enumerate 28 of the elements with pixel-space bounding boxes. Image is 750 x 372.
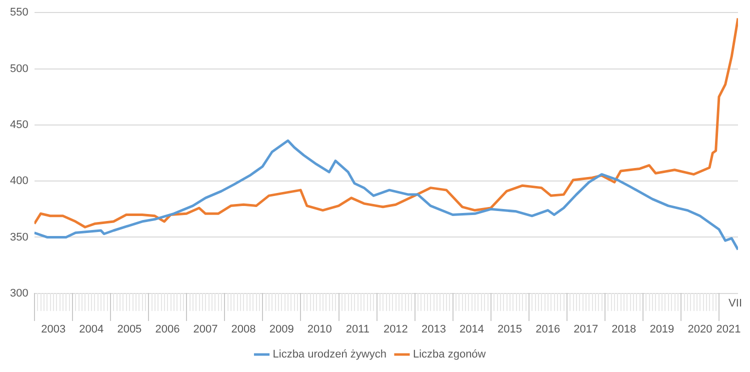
x-tick-label: 2015 (498, 323, 522, 336)
legend-label: Liczba zgonów (412, 348, 486, 361)
x-tick-label: 2016 (536, 323, 560, 336)
x-tick-label: 2003 (41, 323, 66, 336)
x-tick-label: 2019 (650, 323, 674, 336)
y-tick-label: 500 (10, 62, 28, 75)
y-tick-label: 450 (10, 118, 28, 131)
x-tick-label: 2005 (117, 323, 142, 336)
x-tick-label: 2006 (155, 323, 180, 336)
x-tick-label: 2009 (269, 323, 294, 336)
x-tick-label: 2004 (79, 323, 104, 336)
x-tick-label: 2020 (688, 323, 712, 336)
x-tick-label: 2014 (460, 323, 484, 336)
x-tick-label: 2008 (231, 323, 256, 336)
y-tick-label: 400 (10, 175, 28, 188)
x-tick-label: 2011 (346, 323, 370, 336)
x-tick-label: 2007 (193, 323, 218, 336)
x-tick-label: 2017 (574, 323, 598, 336)
x-tick-label: 2018 (612, 323, 636, 336)
x-tick-label: 2010 (307, 323, 332, 336)
legend-label: Liczba urodzeń żywych (272, 348, 386, 361)
x-tick-label: 2012 (383, 323, 408, 336)
text: VII (728, 297, 742, 310)
y-tick-label: 550 (10, 6, 28, 19)
y-tick-label: 300 (10, 287, 28, 300)
x-tick-label: 2021 (716, 323, 741, 336)
y-tick-label: 350 (10, 231, 28, 244)
x-tick-label: 2013 (421, 323, 446, 336)
